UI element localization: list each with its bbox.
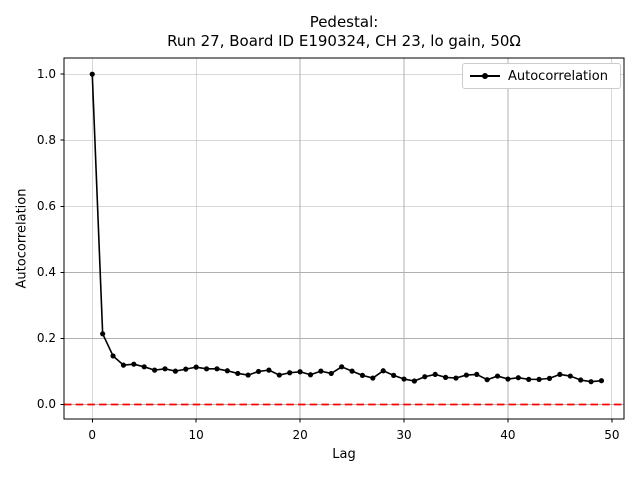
data-point-marker: [557, 371, 563, 378]
y-tick-label: 0.8: [36, 133, 56, 148]
data-point-marker: [193, 364, 199, 370]
data-point-marker: [567, 373, 573, 379]
data-point-marker: [328, 370, 334, 377]
data-point-marker: [546, 375, 553, 381]
data-point-marker: [515, 375, 521, 381]
data-point-marker: [463, 372, 469, 378]
chart-title-line1: Pedestal:: [309, 13, 379, 31]
data-point-marker: [474, 371, 480, 378]
data-point-marker: [110, 353, 116, 359]
data-point-marker: [380, 368, 386, 374]
data-point-marker: [494, 373, 501, 379]
data-point-marker: [131, 361, 137, 367]
legend-line-sample: [470, 73, 500, 79]
data-point-marker: [287, 370, 293, 376]
data-point-marker: [318, 368, 324, 374]
data-point-marker: [484, 377, 490, 383]
data-point-marker: [245, 372, 251, 378]
data-point-marker: [266, 367, 272, 373]
chart-title-line2: Run 27, Board ID E190324, CH 23, lo gain…: [167, 32, 521, 50]
legend-marker-dot-icon: [482, 73, 488, 79]
data-point-marker: [203, 366, 210, 372]
data-point-marker: [391, 372, 397, 378]
x-tick-label: 40: [500, 428, 516, 442]
data-point-marker: [370, 375, 376, 381]
y-tick-label: 0.0: [36, 397, 56, 412]
data-point-marker: [422, 374, 428, 380]
data-point-marker: [411, 378, 417, 384]
data-point-marker: [578, 377, 584, 383]
x-axis-label: Lag: [332, 447, 356, 462]
data-point-marker: [89, 71, 95, 77]
y-tick-label: 1.0: [36, 67, 56, 82]
data-point-marker: [152, 367, 158, 373]
data-point-marker: [162, 366, 168, 372]
y-tick-label: 0.6: [36, 199, 56, 214]
data-point-marker: [598, 378, 605, 384]
data-point-marker: [120, 362, 127, 368]
data-point-marker: [505, 376, 511, 382]
data-point-marker: [183, 366, 189, 372]
axes-frame: [63, 57, 625, 420]
data-point-marker: [172, 368, 178, 374]
data-point-marker: [453, 375, 459, 381]
legend-label: Autocorrelation: [508, 68, 608, 84]
legend: Autocorrelation: [462, 63, 621, 89]
y-axis-label: Autocorrelation: [14, 188, 30, 289]
data-point-marker: [588, 379, 594, 385]
y-tick-label: 0.2: [36, 331, 56, 346]
autocorrelation-line: [91, 74, 602, 383]
x-tick-label: 0: [88, 428, 97, 442]
x-tick-label: 10: [188, 428, 204, 442]
x-tick-label: 30: [396, 428, 412, 442]
data-point-marker: [349, 368, 355, 374]
data-point-marker: [235, 370, 241, 377]
data-point-marker: [359, 372, 366, 378]
data-point-marker: [276, 372, 282, 378]
y-tick-label: 0.4: [36, 265, 56, 280]
x-tick-label: 50: [604, 428, 620, 442]
chart-title: Pedestal: Run 27, Board ID E190324, CH 2…: [64, 13, 624, 51]
data-point-marker: [526, 376, 532, 382]
data-point-marker: [297, 369, 303, 375]
data-point-marker: [442, 374, 449, 380]
data-point-marker: [100, 331, 106, 337]
data-point-marker: [401, 376, 407, 382]
data-point-marker: [432, 371, 438, 378]
data-point-marker: [141, 364, 147, 370]
data-point-marker: [224, 368, 230, 374]
data-point-marker: [214, 366, 220, 372]
data-point-marker: [307, 372, 314, 378]
x-tick-label: 20: [292, 428, 308, 442]
data-point-marker: [339, 364, 345, 370]
data-point-marker: [536, 376, 542, 382]
data-point-marker: [255, 368, 262, 375]
